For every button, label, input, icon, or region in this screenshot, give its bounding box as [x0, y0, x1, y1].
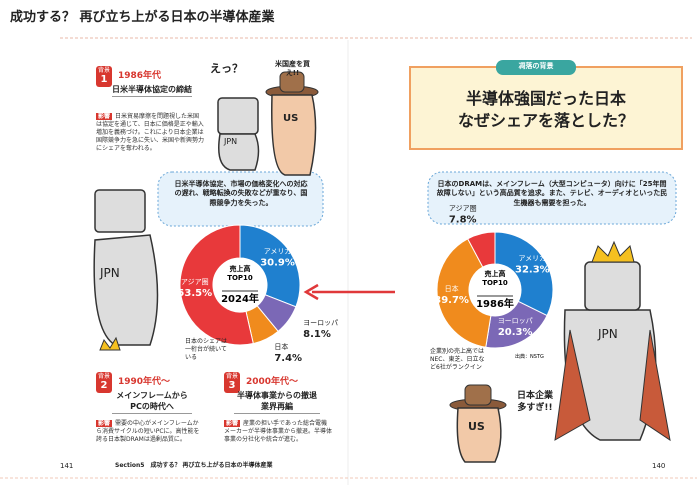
- header-title: 成功する？ 再び立ち上がる日本の半導体産業: [10, 10, 275, 25]
- center-label: TOP10: [227, 274, 253, 282]
- badge-text: 背景: [97, 67, 110, 74]
- title-box: [409, 66, 683, 150]
- segment-label: アジア圏: [449, 204, 477, 212]
- mascot-jpn-king: [554, 240, 671, 442]
- center-year: 1986年: [476, 297, 514, 310]
- donut-segment: [239, 224, 301, 308]
- donut-segment: [436, 238, 492, 348]
- company-note: 企業別の売上高ではNEC、東芝、日立など6社がランクイン: [430, 348, 485, 372]
- center-year: 2024年: [221, 292, 259, 305]
- period: 1986年代: [118, 71, 162, 81]
- arrow-head: [303, 283, 319, 301]
- value-label: 20.3%: [498, 327, 533, 338]
- segment-label: 日本: [274, 342, 288, 351]
- effect-tag: 影響: [96, 113, 113, 120]
- value-label: 32.3%: [515, 265, 550, 276]
- mascot-jpn: [217, 97, 260, 171]
- segment-label: 日本: [445, 284, 459, 293]
- donut-segment: [179, 224, 254, 346]
- value-label: 39.7%: [434, 295, 469, 306]
- value-label: 53.5%: [177, 288, 212, 299]
- background-title: 半導体事業からの撤退 業界再編: [234, 391, 320, 414]
- tag-pill: [496, 60, 576, 75]
- value-label: 7.8%: [449, 214, 477, 225]
- period: 2000年代〜: [246, 377, 299, 387]
- donut-segment: [494, 231, 554, 317]
- effect: 影響 需要の中心がメインフレームから消費サイクルの短いPCに。高性能を誇る日本製D…: [96, 420, 204, 444]
- speech: 米国産を買え!!: [275, 60, 310, 78]
- running-head: Section5 成功する？ 再び立ち上がる日本の半導体産業: [115, 462, 273, 469]
- badge: 背景 2: [96, 372, 112, 394]
- effect-text: 需要の中心がメインフレームから消費サイクルの短いPCに。高性能を誇る日本製DRA…: [96, 420, 200, 444]
- effect-tag: 影響: [96, 420, 113, 427]
- effect: 影響 日米貿易摩擦を問題視した米国は協定を通じて、日本に価格是正や輸入増加を義務づ…: [96, 113, 204, 153]
- mascot-us: [449, 384, 507, 463]
- source: 出典：NSTG: [515, 353, 544, 360]
- effect-tag: 影響: [224, 420, 241, 427]
- speech-bubble: [427, 171, 677, 225]
- page-number: 140: [652, 462, 666, 470]
- speech: 日本企業多すぎ!!: [516, 391, 553, 414]
- effect-text: 日米貿易摩擦を問題視した米国は協定を通じて、日本に価格是正や輸入増加を義務づけ。…: [96, 113, 205, 153]
- effect: 影響 産業の担い手であった総合電機メーカーが半導体事業から撤退。半導体事業の分社化…: [224, 420, 332, 444]
- center-label: 売上高: [230, 264, 251, 273]
- badge: 背景 1: [96, 66, 112, 88]
- mascot-label: JPN: [598, 327, 618, 341]
- background-title: メインフレームから PCの時代へ: [112, 391, 192, 414]
- badge-number: 2: [100, 380, 108, 392]
- mascot-label: JPN: [100, 266, 120, 280]
- speech-bubble: [157, 171, 324, 227]
- title-line: なぜシェアを落とした？: [457, 111, 634, 130]
- effect-text: 産業の担い手であった総合電機メーカーが半導体事業から撤退。半導体事業の分社化や統…: [224, 420, 333, 444]
- segment-label: ヨーロッパ: [303, 319, 338, 327]
- speech: えっ？: [210, 62, 243, 75]
- value-label: 30.9%: [260, 257, 295, 268]
- value-label: 7.4%: [274, 353, 302, 364]
- period: 1990年代〜: [118, 377, 171, 387]
- tag: 凋落の背景: [518, 62, 554, 70]
- share-note: 日本のシェアは一桁台が続いている: [185, 338, 228, 362]
- donut-hole: [214, 259, 266, 311]
- segment-label: ヨーロッパ: [498, 317, 533, 325]
- badge-text: 背景: [97, 373, 110, 380]
- title-line: 半導体強国だった日本: [465, 89, 626, 108]
- badge-text: 背景: [225, 373, 238, 380]
- mascot-us: [265, 71, 319, 176]
- page-number: 141: [60, 462, 74, 470]
- mascot-label: US: [468, 420, 485, 433]
- badge-number: 1: [100, 74, 108, 86]
- badge: 背景 3: [224, 372, 240, 394]
- segment-label: アメリカ: [519, 255, 547, 263]
- bubble-text: 日本のDRAMは、メインフレーム（大型コンピュータ）向けに「25年間故障しない」…: [436, 180, 668, 207]
- center-label: 売上高: [485, 269, 506, 278]
- donut-hole: [470, 265, 520, 315]
- segment-label: アメリカ: [264, 247, 292, 255]
- value-label: 8.1%: [303, 329, 331, 340]
- center-label: TOP10: [482, 279, 508, 287]
- background-title: 日米半導体協定の締結: [112, 85, 192, 97]
- mascot-label: JPN: [224, 137, 238, 146]
- bubble-text: 日米半導体協定、市場の価格変化への対応の遅れ、戦略転換の失敗などが重なり、国際競…: [174, 180, 308, 207]
- mascot-label: US: [283, 113, 299, 124]
- fallen-crown: [99, 336, 121, 351]
- badge-number: 3: [228, 380, 236, 392]
- donut-segment: [467, 231, 496, 268]
- mascot-jpn: [93, 189, 159, 346]
- segment-label: アジア圏: [181, 278, 209, 286]
